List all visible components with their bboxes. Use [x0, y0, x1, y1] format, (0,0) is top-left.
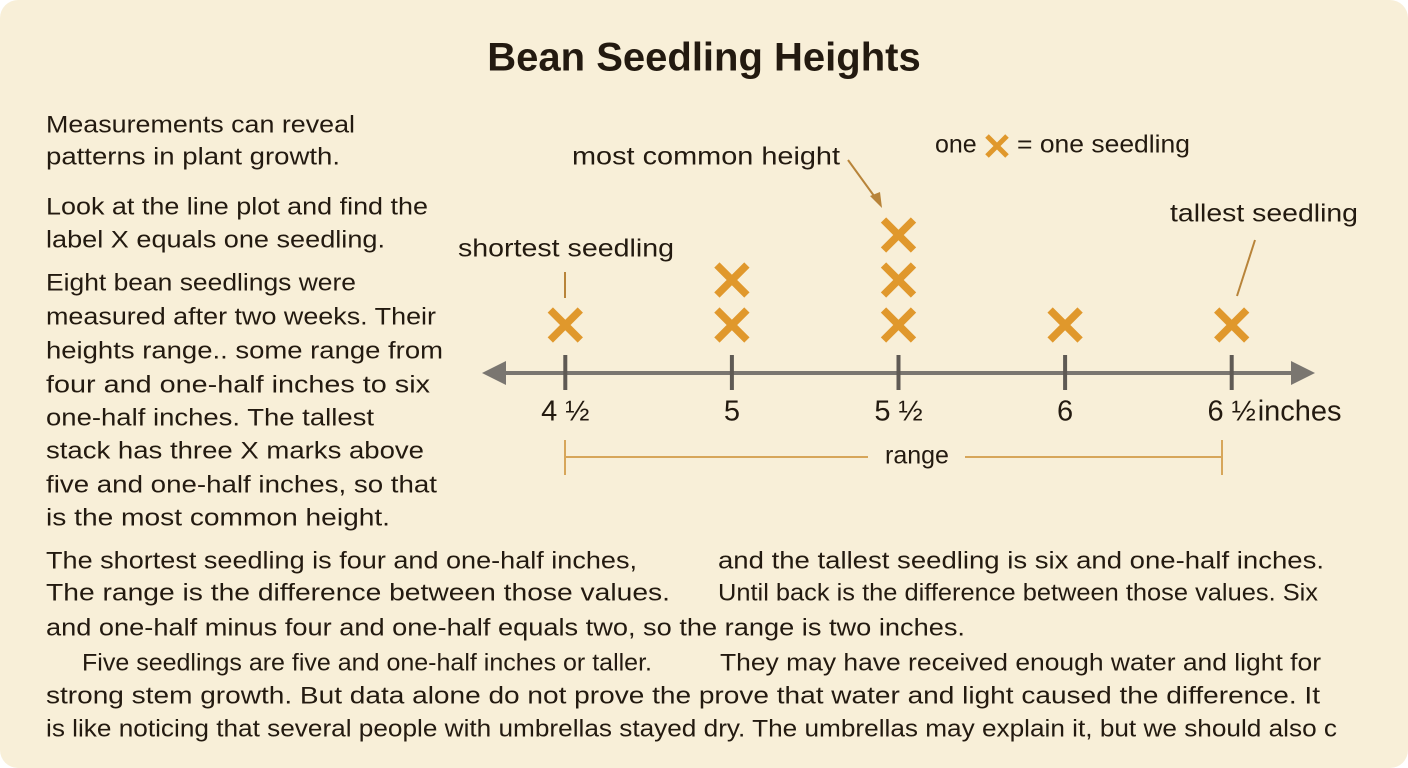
body-line: The range is the difference between thos… [46, 579, 670, 606]
dot-stack [547, 307, 583, 343]
title: Bean Seedling Heights [487, 36, 920, 80]
intro-line: four and one-half inches to six [46, 371, 430, 398]
intro-line: label X equals one seedling. [46, 226, 385, 253]
dot-stack [1214, 307, 1250, 343]
x-glyph [714, 307, 750, 343]
x-axis-label: inches [1258, 396, 1342, 428]
legend-prefix: one [935, 131, 977, 159]
range-label: range [885, 442, 949, 470]
axis-arrow [482, 361, 506, 385]
max-pointer [1236, 239, 1256, 297]
mode-label: most common height [572, 143, 840, 171]
intro-line: five and one-half inches, so that [46, 471, 437, 498]
x-glyph [880, 217, 917, 253]
intro-line: Eight bean seedlings were [46, 269, 356, 296]
dot-stack [1047, 307, 1083, 343]
x-glyph [1047, 307, 1083, 343]
body-line: Five seedlings are five and one-half inc… [82, 649, 652, 676]
intro-line: is the most common height. [46, 504, 390, 531]
x-tick-label: 5 [724, 396, 740, 428]
intro-line: heights range.. some range from [46, 337, 443, 364]
body-line: is like noticing that several people wit… [46, 715, 1337, 742]
body-line: The shortest seedling is four and one-ha… [46, 547, 637, 574]
dot-stack [714, 262, 750, 343]
legend-glyph [985, 134, 1009, 158]
intro: Measurements can reveal patterns in plan… [46, 111, 443, 531]
x-tick-label: 6 ½ [1208, 396, 1256, 428]
body-line: They may have received enough water and … [720, 649, 1321, 676]
body-line: Until back is the difference between tho… [718, 579, 1318, 606]
body: The shortest seedling is four and one-ha… [46, 547, 1337, 742]
intro-line: Measurements can reveal [46, 111, 355, 138]
max-label: tallest seedling [1170, 200, 1358, 228]
x-glyph [985, 134, 1009, 158]
x-tick-label: 4 ½ [541, 396, 589, 428]
body-line: and one-half minus four and one-half equ… [46, 614, 965, 641]
intro-line: measured after two weeks. Their [46, 303, 436, 330]
x-glyph [547, 307, 583, 343]
legend-suffix: = one seedling [1017, 131, 1190, 159]
x-tick-label: 6 [1057, 396, 1073, 428]
axis-arrow [1291, 361, 1315, 385]
body-line: and the tallest seedling is six and one-… [718, 547, 1324, 574]
intro-line: one-half inches. The tallest [46, 404, 374, 431]
x-glyph [1214, 307, 1250, 343]
intro-line: stack has three X marks above [46, 437, 424, 464]
x-glyph [880, 262, 917, 298]
mode-arrow [847, 159, 878, 201]
chart-annotations: most common height shortest seedling tal… [458, 131, 1358, 475]
body-line: strong stem growth. But data alone do no… [46, 682, 1320, 709]
x-glyph [714, 262, 750, 298]
dot-stack [880, 217, 917, 343]
x-tick-label: 5 ½ [874, 396, 922, 428]
intro-line: Look at the line plot and find the [46, 193, 428, 220]
mode-arrowhead [870, 192, 882, 208]
min-label: shortest seedling [458, 235, 674, 263]
intro-line: patterns in plant growth. [46, 143, 340, 170]
x-glyph [880, 307, 917, 343]
